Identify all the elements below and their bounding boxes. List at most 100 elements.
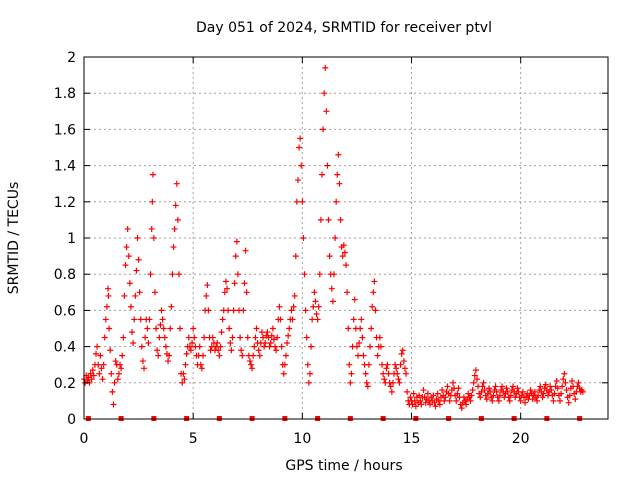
data-point — [167, 325, 174, 332]
data-point — [399, 347, 406, 354]
data-point — [301, 271, 308, 278]
data-point — [238, 347, 245, 354]
data-point — [441, 397, 448, 404]
data-point — [273, 347, 280, 354]
data-point — [180, 370, 187, 377]
data-point — [111, 379, 118, 386]
data-point — [495, 397, 502, 404]
data-point — [255, 347, 262, 354]
data-point — [151, 289, 158, 296]
data-point — [89, 367, 96, 374]
data-point — [197, 361, 204, 368]
data-point — [400, 358, 407, 365]
data-point — [134, 235, 141, 241]
data-point — [343, 262, 349, 269]
data-point — [368, 325, 375, 332]
data-point — [566, 392, 573, 399]
data-point — [96, 370, 103, 377]
data-point — [196, 343, 203, 350]
data-point — [353, 343, 360, 350]
data-point — [472, 367, 479, 374]
data-point — [317, 216, 324, 223]
data-point — [357, 325, 364, 332]
data-point — [311, 289, 318, 296]
data-point — [99, 376, 106, 383]
data-point — [130, 339, 137, 346]
data-point — [337, 216, 344, 223]
data-point — [346, 361, 353, 368]
data-point — [350, 316, 357, 323]
data-point — [393, 365, 400, 372]
y-tick-label: 0.2 — [54, 376, 76, 392]
data-point — [117, 361, 124, 368]
data-point — [320, 126, 327, 133]
data-point — [324, 162, 331, 169]
data-point — [460, 394, 467, 401]
data-point — [237, 334, 244, 341]
data-point — [127, 303, 134, 310]
data-point — [186, 343, 193, 350]
data-point — [253, 325, 260, 332]
data-point — [230, 307, 237, 314]
data-point — [203, 292, 210, 299]
data-point — [219, 316, 226, 323]
data-point — [214, 339, 221, 346]
data-point — [306, 370, 313, 377]
data-point — [409, 401, 416, 408]
data-point — [510, 383, 517, 390]
data-point — [468, 392, 475, 399]
data-point — [336, 180, 343, 187]
data-point — [477, 394, 484, 401]
data-point — [88, 376, 95, 383]
data-point — [365, 361, 372, 368]
data-point — [232, 253, 239, 260]
y-axis-label: SRMTID / TECUs — [6, 182, 22, 295]
data-point — [374, 352, 381, 359]
x-axis-label: GPS time / hours — [285, 458, 402, 474]
data-point — [252, 334, 259, 341]
data-point — [300, 235, 307, 241]
data-point — [360, 352, 367, 359]
x-tick-labels: 0 5 10 15 20 — [80, 431, 530, 447]
data-point — [517, 397, 524, 404]
data-point — [240, 307, 247, 314]
data-point — [490, 392, 497, 399]
data-point — [139, 358, 146, 365]
data-point — [330, 271, 337, 278]
data-point — [328, 285, 335, 292]
data-point — [463, 401, 470, 408]
data-point — [499, 383, 506, 390]
data-point — [503, 385, 510, 392]
data-point — [542, 381, 549, 388]
data-point — [312, 298, 319, 305]
data-point — [109, 388, 116, 395]
data-point — [221, 289, 228, 296]
data-point — [439, 387, 446, 394]
data-point — [87, 370, 94, 377]
x-tick-label: 0 — [80, 431, 89, 447]
data-point — [341, 249, 348, 256]
data-point — [318, 171, 325, 178]
data-point — [145, 339, 152, 346]
data-point — [554, 385, 561, 392]
data-point — [234, 271, 241, 278]
data-point — [103, 303, 110, 310]
data-point — [272, 343, 279, 350]
data-point — [217, 343, 224, 350]
data-point — [551, 390, 558, 397]
data-point — [418, 401, 425, 408]
chart-title: Day 051 of 2024, SRMTID for receiver ptv… — [196, 20, 492, 36]
data-point — [470, 379, 477, 386]
data-point — [432, 403, 439, 410]
data-point — [579, 388, 586, 395]
data-point — [100, 361, 107, 368]
data-point — [119, 352, 126, 359]
data-point — [106, 325, 113, 332]
data-point — [108, 370, 115, 377]
data-point — [293, 198, 300, 205]
data-point — [535, 392, 542, 399]
data-point — [115, 370, 122, 377]
data-point — [120, 334, 127, 341]
data-point — [110, 401, 117, 408]
